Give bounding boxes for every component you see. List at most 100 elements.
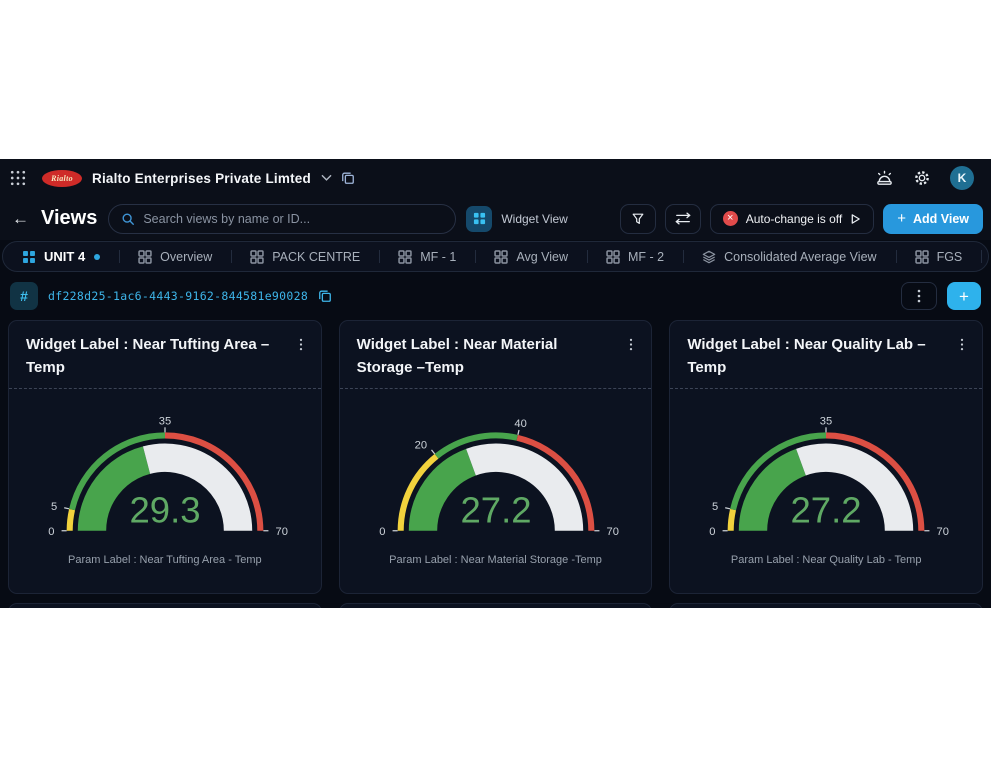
widget-card-body: 0 5 35 70 29.3 Param Label : Near Tufting Ar… [9, 389, 321, 593]
view-mode-label: Widget View [501, 211, 568, 226]
svg-text:40: 40 [514, 418, 526, 430]
widget-view-button[interactable] [466, 205, 493, 232]
dashed-divider [670, 388, 983, 389]
grid-icon [494, 249, 509, 264]
rialto-logo-text: Rialto [51, 173, 73, 183]
tab-label: Avg View [516, 249, 569, 264]
swap-arrows-icon [675, 212, 691, 225]
tab-overview[interactable]: Overview [119, 242, 231, 271]
gauge-chart: 0 5 35 70 29.3 [48, 415, 288, 538]
svg-text:70: 70 [275, 526, 287, 538]
tab-label: FGS [936, 249, 963, 264]
auto-change-toggle[interactable]: × Auto-change is off [709, 203, 875, 234]
back-button[interactable]: ← [12, 209, 29, 228]
svg-text:27.2: 27.2 [460, 490, 531, 531]
grid-icon [23, 250, 35, 263]
alarm-button[interactable] [875, 169, 894, 188]
view-id-text: df228d25-1ac6-4443-9162-844581e90028 [48, 289, 309, 303]
widget-card-header: Widget Label : Near Material Storage –Te… [340, 321, 652, 388]
kebab-icon [917, 289, 921, 303]
add-view-button[interactable]: + Add View [883, 203, 983, 234]
grid-icon [250, 249, 264, 264]
views-toolbar: ← Views Widget View [0, 197, 991, 240]
app-launcher-button[interactable] [10, 170, 26, 186]
dashboard-app: Rialto Rialto Enterprises Private Limted [0, 159, 991, 608]
copy-view-id-button[interactable] [318, 289, 332, 303]
company-dropdown-button[interactable] [321, 174, 332, 182]
svg-text:70: 70 [937, 526, 949, 538]
tab-bar-row: UNIT 4 Overview PACK CENTRE MF - 1 Avg View M… [0, 240, 991, 272]
widget-card: Widget Label : Near Material Storage –Te… [338, 320, 653, 594]
view-options-button[interactable] [901, 282, 937, 310]
search-icon [122, 212, 135, 225]
svg-text:0: 0 [48, 526, 54, 538]
tab-mf-2[interactable]: MF - 2 [587, 242, 683, 271]
gear-icon [915, 171, 929, 185]
kebab-icon [299, 338, 302, 351]
tab-pack-centre[interactable]: PACK CENTRE [231, 242, 379, 271]
tab-fgs[interactable]: FGS [895, 242, 982, 271]
add-widget-button[interactable]: + [947, 282, 981, 310]
user-avatar[interactable]: K [950, 166, 974, 190]
tab-unit-4[interactable]: UNIT 4 [3, 242, 119, 271]
copy-icon [319, 290, 331, 302]
tab-label: Overview [160, 249, 213, 264]
copy-icon [342, 172, 354, 184]
tab-avg-view[interactable]: Avg View [475, 242, 587, 271]
filter-button[interactable] [619, 203, 656, 234]
widgets-grid: Widget Label : Near Tufting Area – Temp … [8, 320, 984, 594]
search-input[interactable] [143, 211, 444, 226]
widget-title: Widget Label : Near Quality Lab – Temp [687, 336, 926, 376]
toolbar-actions: × Auto-change is off + Add View [619, 203, 983, 234]
status-off-icon: × [722, 211, 738, 226]
widget-menu-button[interactable] [954, 334, 970, 355]
svg-text:29.3: 29.3 [129, 490, 200, 531]
tab-label: MF - 2 [628, 249, 665, 264]
widget-title: Widget Label : Near Material Storage –Te… [356, 336, 558, 376]
view-id-bar: # df228d25-1ac6-4443-9162-844581e90028 + [10, 282, 981, 310]
gauge-chart: 0 5 35 70 27.2 [709, 415, 949, 538]
widget-card-partial [669, 603, 984, 608]
tab-consolidated-average-view[interactable]: Consolidated Average View [683, 242, 895, 271]
settings-button[interactable] [913, 169, 931, 187]
page-title: Views [41, 207, 98, 229]
hash-chip[interactable]: # [10, 282, 38, 310]
widget-grid-icon [473, 212, 485, 225]
svg-text:35: 35 [820, 415, 832, 427]
svg-text:0: 0 [709, 526, 715, 538]
search-box [108, 203, 457, 234]
param-label: Param Label : Near Tufting Area - Temp [68, 554, 262, 566]
dashed-divider [339, 388, 652, 389]
copy-company-button[interactable] [341, 171, 355, 185]
swap-button[interactable] [664, 203, 701, 234]
svg-text:70: 70 [606, 526, 618, 538]
widget-card-partial [338, 603, 653, 608]
dashed-divider [9, 388, 321, 389]
svg-text:0: 0 [379, 526, 385, 538]
tab-mf-1[interactable]: MF - 1 [379, 242, 475, 271]
tab-sto[interactable]: STO [981, 242, 988, 271]
param-label: Param Label : Near Material Storage -Tem… [389, 554, 602, 566]
kebab-icon [960, 338, 964, 351]
widget-menu-button[interactable] [623, 334, 639, 355]
filter-icon [632, 213, 644, 224]
widget-title: Widget Label : Near Tufting Area – Temp [26, 336, 270, 376]
widget-card-header: Widget Label : Near Tufting Area – Temp [9, 321, 321, 388]
layers-icon [702, 250, 716, 263]
svg-text:20: 20 [414, 439, 426, 451]
tab-label: Consolidated Average View [724, 249, 877, 264]
tab-label: MF - 1 [420, 249, 457, 264]
top-bar-right: K [875, 166, 974, 190]
svg-text:5: 5 [712, 501, 718, 513]
gauge-chart: 0 20 40 70 27.2 [379, 418, 619, 538]
svg-text:27.2: 27.2 [791, 490, 862, 531]
widget-menu-button[interactable] [293, 334, 309, 355]
main-content: # df228d25-1ac6-4443-9162-844581e90028 +… [0, 272, 991, 608]
widget-card-body: 0 5 35 70 27.2 Param Label : Near Quality La… [670, 389, 982, 593]
grid-icon [606, 249, 620, 264]
next-widgets-row [8, 603, 984, 608]
avatar-initial: K [957, 171, 967, 185]
widget-card-body: 0 20 40 70 27.2 Param Label : Near Material … [340, 389, 652, 593]
active-dot [94, 253, 101, 260]
